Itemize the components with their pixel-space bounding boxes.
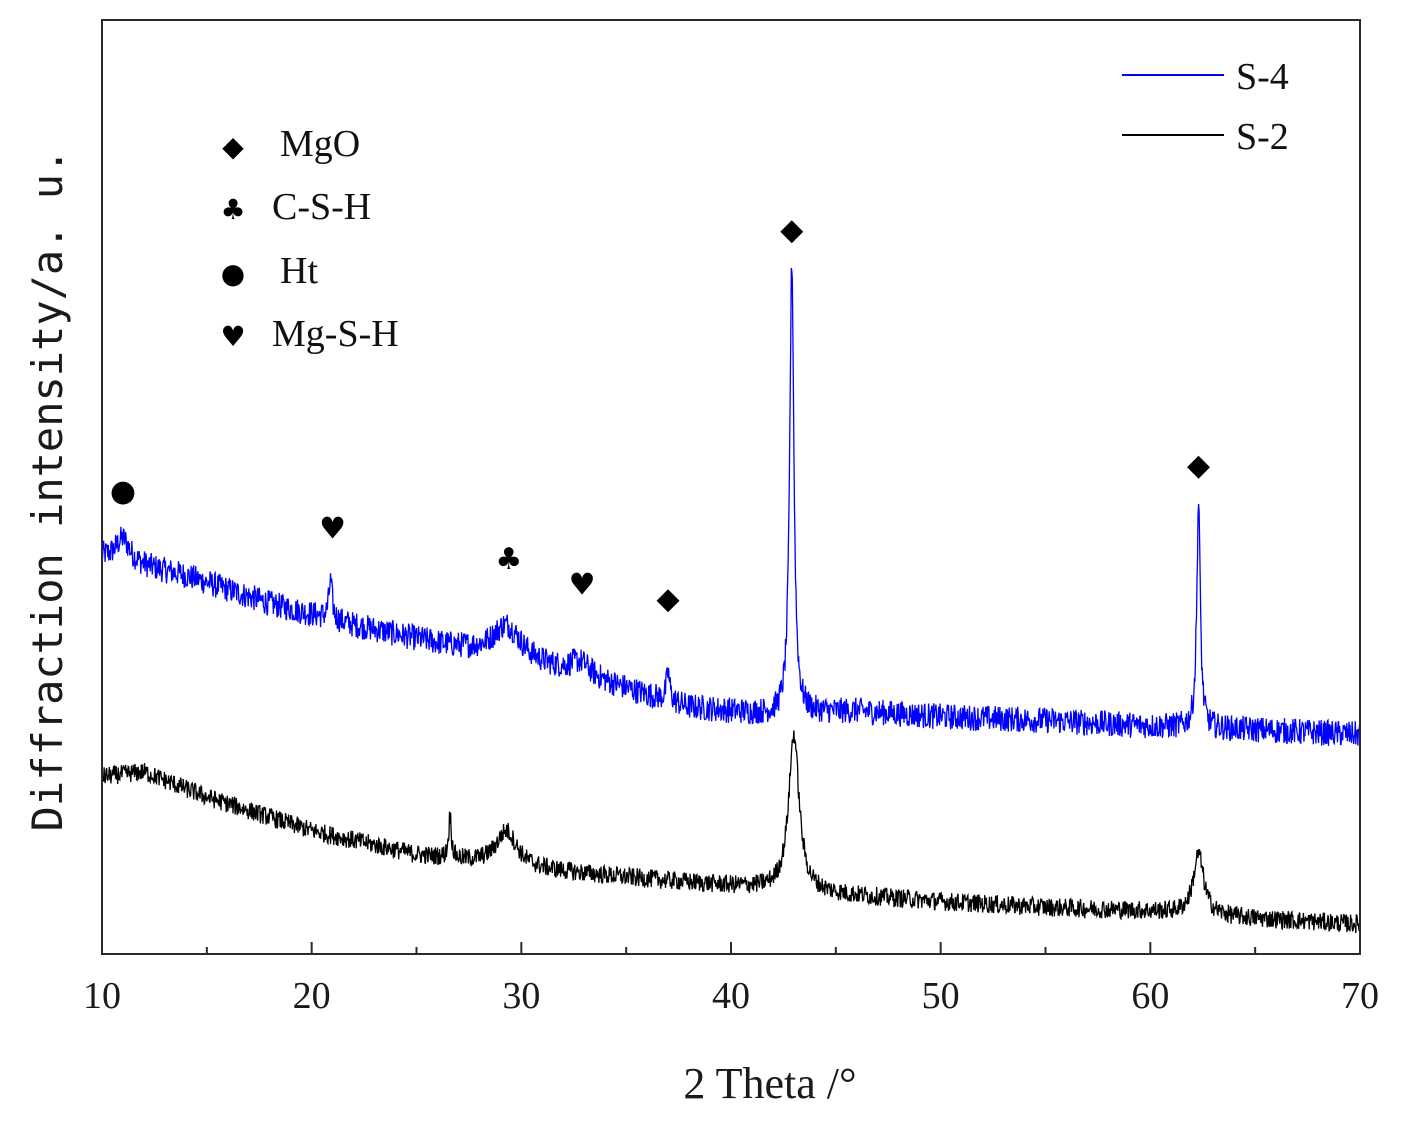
- peak-marker-mg-s-h: ♥: [569, 567, 596, 602]
- key-symbol-mg-s-h: ♥: [220, 320, 245, 353]
- legend-label-s-2: S-2: [1236, 116, 1289, 158]
- phase-key: ◆ MgO ♣ C-S-H ● Ht ♥ Mg-S-H: [220, 123, 398, 355]
- peak-marker-c-s-h: ♣: [495, 542, 522, 577]
- x-axis-title: 2 Theta /°: [683, 1059, 856, 1108]
- peak-marker-mg-s-h: ♥: [319, 511, 346, 546]
- series-line-s-4: [101, 267, 1361, 746]
- key-label-ht: Ht: [280, 250, 318, 292]
- x-tick-label: 30: [502, 975, 540, 1017]
- peak-marker-ht: ●: [110, 474, 136, 509]
- x-tick-label: 50: [922, 975, 960, 1017]
- x-tick-label: 10: [83, 975, 121, 1017]
- x-tick-label: 60: [1131, 975, 1169, 1017]
- legend: S-4S-2: [1122, 56, 1289, 158]
- peak-marker-mgo: ◆: [1187, 448, 1210, 483]
- series-line-s-2: [101, 730, 1361, 934]
- peak-marker-mgo: ◆: [780, 213, 803, 248]
- key-symbol-c-s-h: ♣: [220, 193, 245, 226]
- legend-label-s-4: S-4: [1236, 56, 1289, 98]
- y-axis-title: Diffraction intensity/a. u.: [23, 149, 72, 832]
- x-tick-label: 70: [1341, 975, 1379, 1017]
- key-label-mg-s-h: Mg-S-H: [272, 313, 399, 355]
- key-symbol-ht: ●: [221, 257, 245, 290]
- key-label-c-s-h: C-S-H: [272, 186, 371, 228]
- ticks-layer: 10 20 30 40 50 60 70: [83, 942, 1379, 1017]
- annotation-layer: ● ♥ ♣ ♥ ◆ ◆ ◆: [110, 213, 1210, 617]
- key-symbol-mgo: ◆: [222, 130, 244, 163]
- series-layer: [101, 267, 1361, 934]
- peak-marker-mgo: ◆: [657, 581, 680, 616]
- x-tick-label: 20: [293, 975, 331, 1017]
- x-tick-label: 40: [712, 975, 750, 1017]
- key-label-mgo: MgO: [280, 123, 360, 165]
